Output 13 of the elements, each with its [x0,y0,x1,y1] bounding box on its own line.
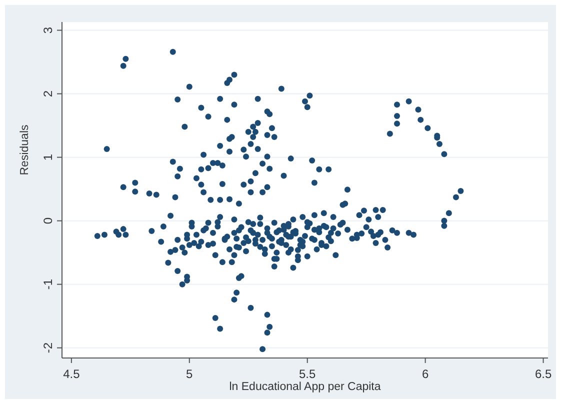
y-tick-label: 1 [41,154,55,161]
y-tick-label: 2 [41,90,55,98]
y-axis-title: Residuals [19,124,31,176]
y-tick-label: -1 [41,278,55,290]
y-tick-label: -2 [41,342,55,354]
x-tick-label: 6.5 [534,367,552,381]
x-tick-label: 5 [186,367,194,381]
y-tick-label: 0 [41,217,55,224]
y-tick-label: 3 [41,26,55,34]
x-tick-label: 4.5 [63,367,80,381]
x-tick-label: 6 [422,367,429,381]
x-tick-label: 5.5 [299,367,316,381]
x-axis-title: ln Educational App per Capita [229,381,382,393]
